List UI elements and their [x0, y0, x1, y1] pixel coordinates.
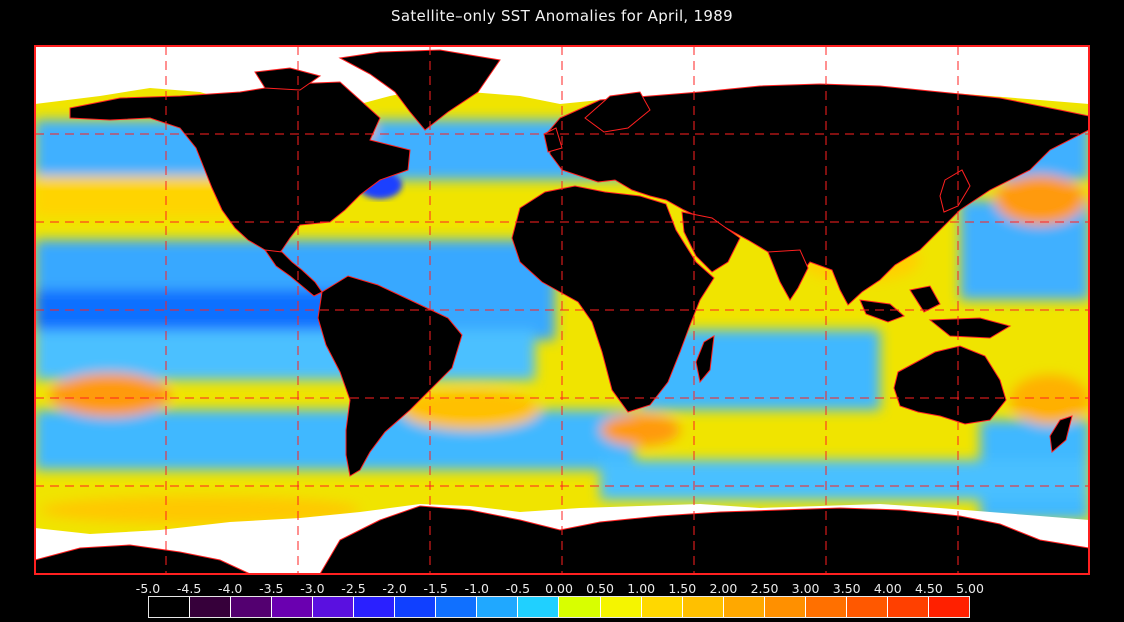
legend-tick-label: -2.0 [382, 581, 407, 596]
legend-swatch [518, 597, 560, 617]
legend-tick-label: -4.5 [176, 581, 202, 596]
map-frame [34, 45, 1090, 575]
legend-swatch [723, 597, 765, 617]
legend-tick-label: 3.00 [791, 581, 820, 596]
legend-swatch [682, 597, 724, 617]
legend-tick-label: 2.50 [750, 581, 779, 596]
legend-swatch [272, 597, 314, 617]
legend-swatch [231, 597, 273, 617]
antarctica [319, 505, 1089, 574]
sst-anomaly-map [34, 45, 1090, 575]
north-america [69, 81, 411, 259]
land-masses [35, 49, 1089, 574]
south-america [317, 275, 463, 477]
legend-tick-label: 1.00 [627, 581, 656, 596]
legend-tick-label: 4.50 [914, 581, 943, 596]
legend-tick-label: 3.50 [832, 581, 861, 596]
graticule [35, 46, 1089, 574]
legend-tick-label: -1.5 [423, 581, 448, 596]
legend-tick-label: 0.00 [545, 581, 573, 596]
legend-tick-label: 4.00 [873, 581, 902, 596]
legend-swatch [354, 597, 396, 617]
legend-swatch [559, 597, 601, 617]
legend-swatch [641, 597, 683, 617]
legend-tick-label: -2.5 [341, 581, 366, 596]
legend-tick-label: 2.00 [709, 581, 738, 596]
legend-swatch [846, 597, 888, 617]
map-title: Satellite–only SST Anomalies for April, … [391, 7, 733, 25]
legend-tick-label: -1.0 [464, 581, 489, 596]
legend-swatch [313, 597, 355, 617]
legend-tick-label: 5.00 [956, 581, 984, 596]
legend-swatch [190, 597, 232, 617]
legend-labels: -5.0 -4.5 -4.0 -3.5 -3.0 -2.5 -2.0 -1.5 -1.0 -0.5… [0, 581, 1124, 597]
legend-swatch [928, 597, 969, 617]
legend-tick-label: -5.0 [135, 581, 161, 596]
legend-tick-label: -3.5 [259, 581, 284, 596]
legend-swatch [477, 597, 519, 617]
legend-swatch [436, 597, 478, 617]
legend-swatch [764, 597, 806, 617]
legend-swatch [805, 597, 847, 617]
greenland [338, 49, 501, 131]
legend-tick-label: -4.0 [217, 581, 243, 596]
legend-swatch [600, 597, 642, 617]
australia [893, 345, 1007, 425]
legend-swatch [395, 597, 437, 617]
legend-tick-label: -0.5 [505, 581, 531, 596]
legend-tick-label: 1.50 [668, 581, 697, 596]
legend-swatch [887, 597, 929, 617]
color-scale-bar [148, 596, 970, 618]
legend-tick-label: -3.0 [300, 581, 325, 596]
legend-swatch [149, 597, 191, 617]
eurasia [547, 83, 1089, 306]
legend-tick-label: 0.50 [586, 581, 615, 596]
